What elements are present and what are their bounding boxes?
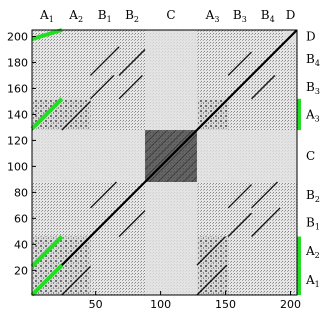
repeat-diagonal-2-3 <box>118 210 146 238</box>
top-section-labels: A1 A2 B1 B2 C A3 B3 B4 D <box>39 8 295 24</box>
x-tick-label-1: 100 <box>150 298 171 311</box>
repeat-diagonal-7-2 <box>89 46 120 76</box>
top-section-label-2: B1 <box>98 8 112 24</box>
matrix-block-4-8 <box>284 130 297 182</box>
right-section-label-4: C <box>306 149 315 163</box>
x-tick-label-3: 200 <box>280 298 301 311</box>
right-section-sub-6: 3 <box>315 87 320 96</box>
right-section-label-1: A2 <box>305 244 320 260</box>
right-section-label-0: A1 <box>305 273 320 289</box>
x-tick-label-2: 150 <box>215 298 236 311</box>
matrix-block-7-4 <box>145 42 197 76</box>
top-section-label-5: A3 <box>205 8 220 24</box>
right-section-sub-5: 3 <box>315 114 320 123</box>
matrix-block-6-7 <box>251 75 285 99</box>
matrix-block-6-2 <box>90 75 120 99</box>
repeat-diagonal-0-1 <box>61 265 91 295</box>
plot-frame <box>31 29 298 296</box>
highlight-segment-1 <box>30 235 64 268</box>
repeat-diagonal-0-5 <box>196 264 228 295</box>
repeat-diagonal-1-5 <box>196 236 227 266</box>
repeat-diagonal-7-3 <box>118 49 146 76</box>
highlight-segment-3 <box>31 28 63 42</box>
matrix-blocks <box>32 30 297 295</box>
matrix-block-1-4 <box>145 236 197 266</box>
right-section-sub-3: 2 <box>315 195 320 204</box>
top-section-label-3: B2 <box>125 8 139 24</box>
matrix-block-4-6 <box>228 130 252 182</box>
top-section-sub-1: 2 <box>78 15 83 24</box>
matrix-block-3-7 <box>251 181 285 208</box>
y-axis: 20 40 60 80 100 120 140 160 180 200 <box>7 30 36 277</box>
top-section-sub-0: 1 <box>49 15 54 24</box>
repeat-diagonal-3-7 <box>251 181 278 209</box>
matrix-block-7-6 <box>228 42 252 76</box>
y-tick-label-5: 120 <box>7 134 28 147</box>
y-tick-label-1: 40 <box>14 238 28 251</box>
x-tick-label-0: 50 <box>89 298 103 311</box>
matrix-block-4-7 <box>251 130 285 182</box>
repeat-diagonal-3-2 <box>89 181 117 209</box>
right-section-sub-0: 1 <box>315 280 320 289</box>
matrix-block-2-6 <box>228 207 252 237</box>
y-tick-label-2: 60 <box>14 212 28 225</box>
repeat-diagonal-3-6 <box>227 184 252 209</box>
right-section-sub-1: 2 <box>315 251 320 260</box>
top-section-sub-7: 4 <box>270 15 275 24</box>
right-section-sub-2: 1 <box>315 222 320 231</box>
highlight-segment-2 <box>30 97 64 131</box>
repeat-diagonal-6-7 <box>251 75 276 100</box>
repeat-diagonal-6-2 <box>89 75 115 100</box>
right-section-label-7: B4 <box>306 52 320 68</box>
right-section-sub-7: 4 <box>315 59 320 68</box>
top-section-sub-2: 1 <box>107 15 112 24</box>
matrix-block-5-4 <box>145 98 197 131</box>
right-section-label-6: B3 <box>306 80 320 96</box>
matrix-block-7-3 <box>119 42 146 76</box>
top-section-label-8: D <box>286 8 296 22</box>
matrix-block-2-4 <box>145 207 197 237</box>
matrix-diagonals <box>32 30 297 295</box>
highlight-segments <box>30 28 301 297</box>
y-tick-label-9: 200 <box>7 30 28 43</box>
top-section-label-1: A2 <box>68 8 83 24</box>
right-section-label-2: B1 <box>306 215 320 231</box>
right-section-label-8: D <box>306 29 316 43</box>
y-tick-label-6: 140 <box>7 108 28 121</box>
x-axis: 50 100 150 200 <box>89 291 301 311</box>
top-section-label-4: C <box>166 8 175 22</box>
right-section-label-5: A3 <box>305 107 320 123</box>
top-section-sub-3: 2 <box>134 15 139 24</box>
repeat-diagonal-7-6 <box>227 51 252 76</box>
matrix-block-3-4 <box>145 181 197 208</box>
repeat-diagonal-5-1 <box>61 100 91 131</box>
matrix-block-4-5 <box>196 130 229 182</box>
repeat-diagonal-2-6 <box>227 212 252 238</box>
matrix-block-4-1 <box>61 130 91 182</box>
repeat-diagonal-6-3 <box>118 75 143 100</box>
top-section-label-0: A1 <box>39 8 54 24</box>
repeat-diagonal-2-7 <box>251 207 281 238</box>
right-section-labels: A1 A2 B1 B2 C A3 B3 B4 D <box>305 29 320 289</box>
matrix-block-4-3 <box>119 130 146 182</box>
matrix-block-4-0 <box>32 130 62 182</box>
top-section-sub-5: 3 <box>214 15 219 24</box>
matrix-block-8-4 <box>145 30 197 43</box>
y-tick-label-3: 80 <box>14 186 28 199</box>
matrix-block-0-4 <box>145 265 197 295</box>
y-tick-label-0: 20 <box>14 264 28 277</box>
y-tick-label-7: 160 <box>7 82 28 95</box>
matrix-block-4-2 <box>90 130 120 182</box>
y-tick-label-8: 180 <box>7 56 28 69</box>
top-section-label-7: B4 <box>261 8 275 24</box>
matrix-block-6-4 <box>145 75 197 99</box>
y-tick-label-4: 100 <box>7 160 28 173</box>
main-diagonal <box>32 30 297 295</box>
top-section-sub-6: 3 <box>242 15 247 24</box>
highlight-segment-0 <box>30 263 64 297</box>
top-section-label-6: B3 <box>233 8 247 24</box>
right-section-label-3: B2 <box>306 188 320 204</box>
